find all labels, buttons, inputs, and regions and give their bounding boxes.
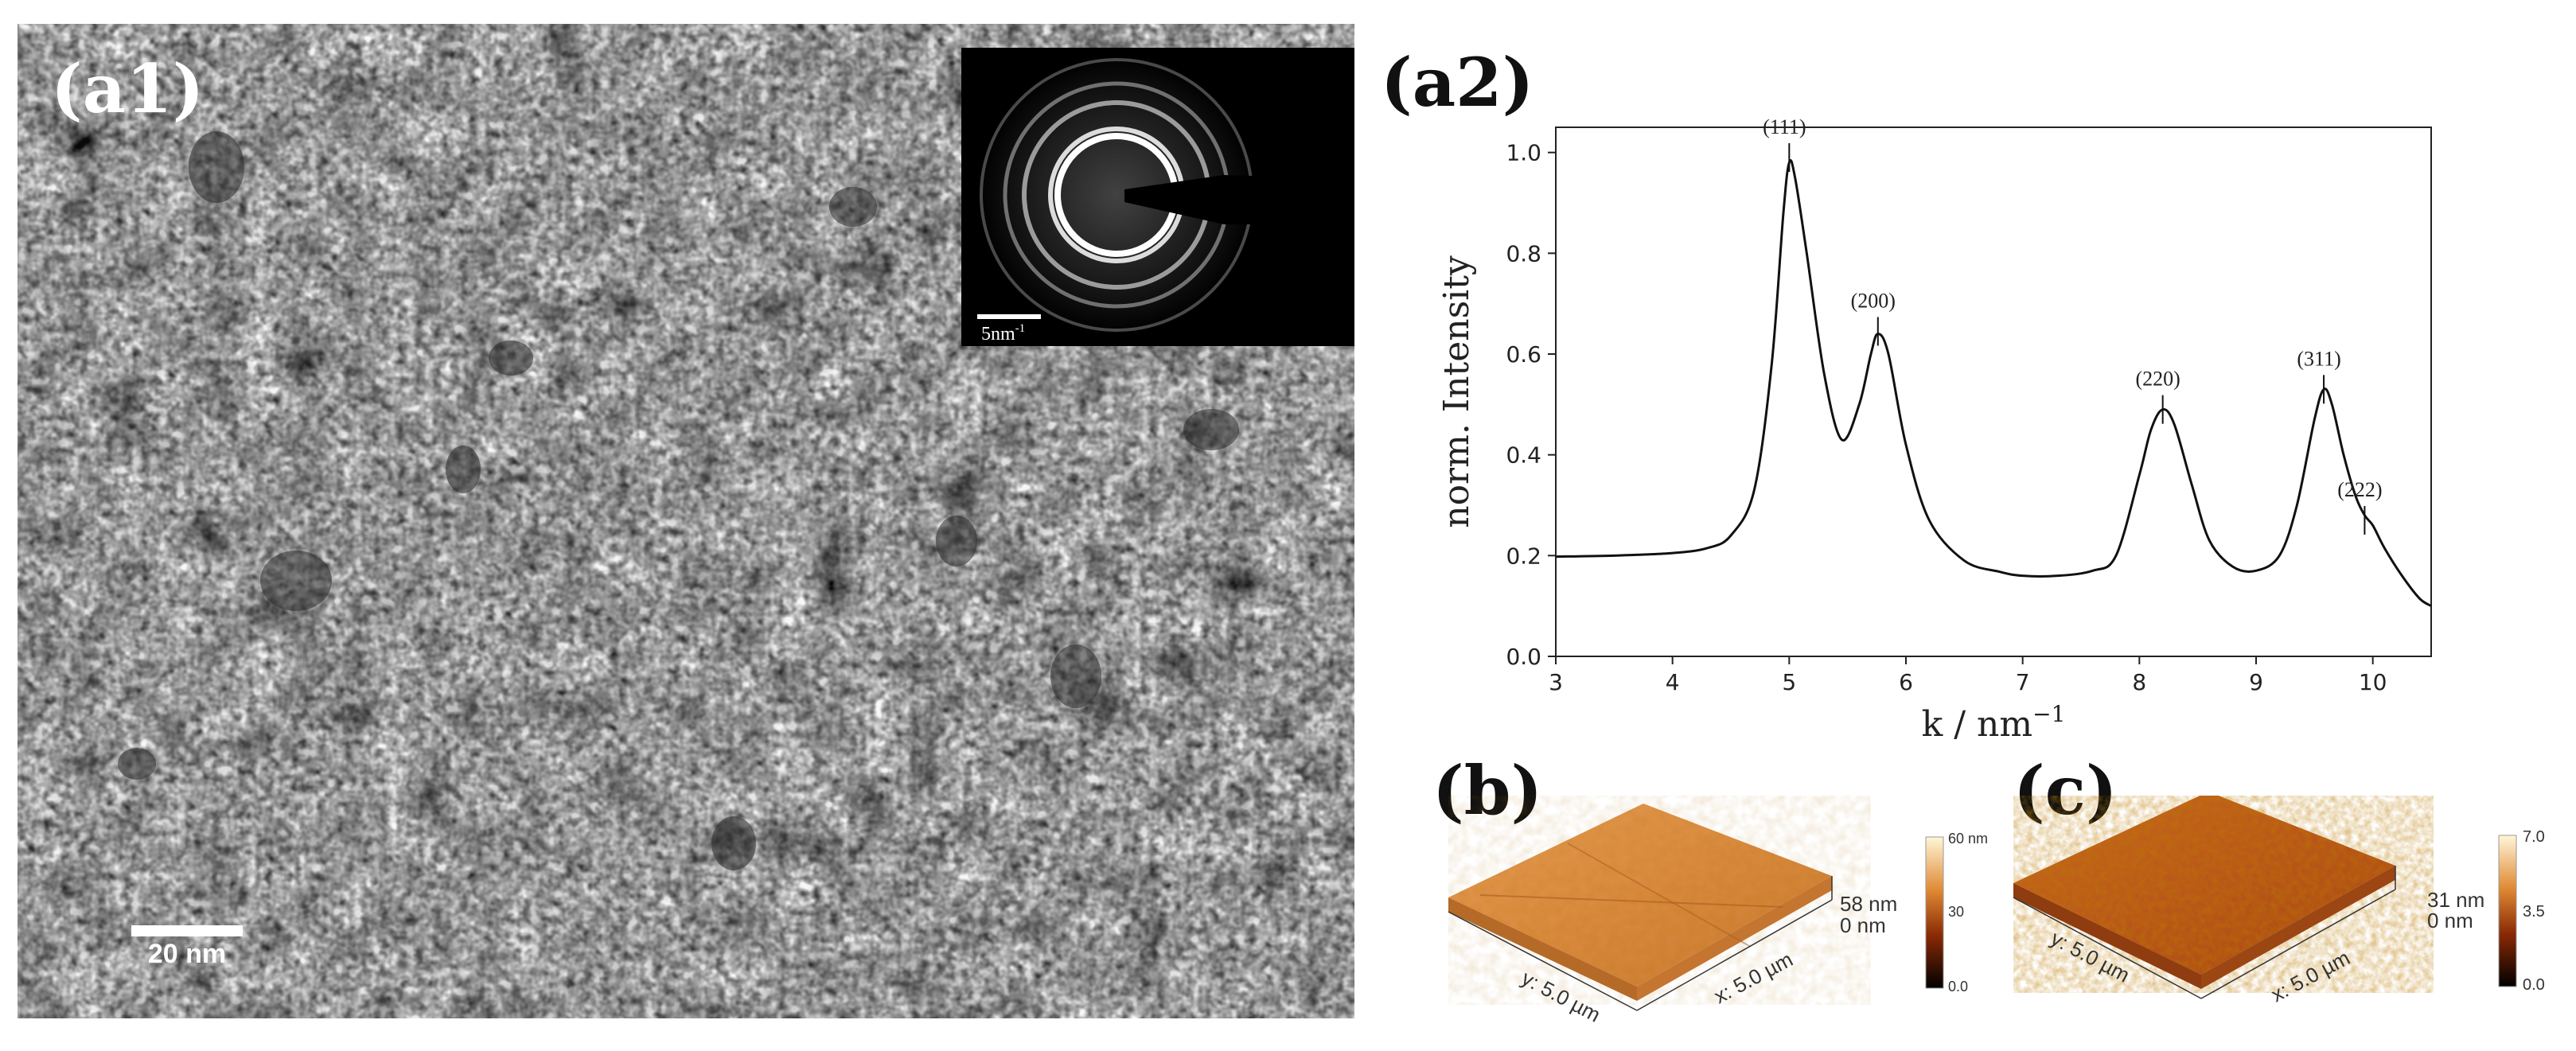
scale-bar-label: 20 nm [147,939,227,969]
x-tick-label: 10 [2359,669,2387,695]
afm-b-colorbar-min: 0.0 [1948,979,1968,995]
x-axis-label: k / nm−1 [1922,701,2066,745]
scale-bar [131,925,243,936]
x-tick-label: 3 [1549,669,1563,695]
y-axis-label: norm. Intensity [1436,255,1477,528]
peak-label: (111) [1763,115,1806,138]
panel-label-c: (c) [2013,751,2118,830]
panel-label-b: (b) [1432,751,1543,830]
afm-c-zero: 0 nm [2427,909,2473,932]
afm-c-colorbar-mid: 3.5 [2523,903,2545,921]
x-tick-label: 8 [2132,669,2146,695]
afm-c-colorbar-min: 0.0 [2523,976,2545,994]
plot-frame [1555,127,2432,657]
afm-c-height: 31 nm [2427,888,2484,912]
y-tick-label: 0.2 [1506,543,1541,569]
y-tick-label: 0.8 [1506,240,1541,267]
x-tick-label: 9 [2249,669,2263,695]
x-tick-label: 5 [1782,669,1796,695]
panel-label-a2: (a2) [1381,43,1534,122]
afm-image-b: y: 5.0 µm x: 5.0 µm 58 nm 0 nm 60 nm 30 … [1448,804,1988,1027]
y-tick-label: 0.6 [1506,341,1541,368]
diffraction-inset: 5nm-1 [961,48,1354,346]
peak-label: (222) [2337,478,2382,501]
x-axis-label-exponent: −1 [2032,701,2065,727]
tem-micrograph: (a1) 20 nm 5nm-1 [18,24,1354,1018]
afm-b-zero: 0 nm [1840,913,1886,937]
y-tick-label: 1.0 [1506,140,1541,166]
afm-b-height: 58 nm [1840,892,1897,916]
peak-label: (220) [2136,368,2180,391]
inset-scale-bar-label: 5nm-1 [981,322,1025,344]
x-tick-label: 6 [1899,669,1913,695]
afm-c-colorbar-max: 7.0 [2523,828,2545,846]
y-tick-label: 0.0 [1506,644,1541,670]
diffraction-pattern: 5nm-1 [961,48,1354,346]
x-tick-label: 7 [2016,669,2030,695]
intensity-curve [1555,159,2432,607]
peak-label: (311) [2297,347,2340,370]
afm-b-colorbar-mid: 30 [1948,904,1964,920]
x-tick-label: 4 [1666,669,1680,695]
peak-label: (200) [1851,290,1896,313]
afm-b-colorbar-max: 60 nm [1948,831,1988,847]
afm-image-c: y: 5.0 µm x: 5.0 µm 31 nm 0 nm 7.0 3.5 0… [2013,796,2545,1006]
panel-label-a1: (a1) [51,49,205,128]
y-tick-label: 0.4 [1506,442,1541,469]
xrd-line-chart: 3 4 5 6 7 8 9 10 0.0 0.2 0.4 0.6 0.8 1.0 k / nm−1 norm.… [1436,115,2432,745]
afm-b-x-axis: x: 5.0 µm [1710,947,1797,1008]
